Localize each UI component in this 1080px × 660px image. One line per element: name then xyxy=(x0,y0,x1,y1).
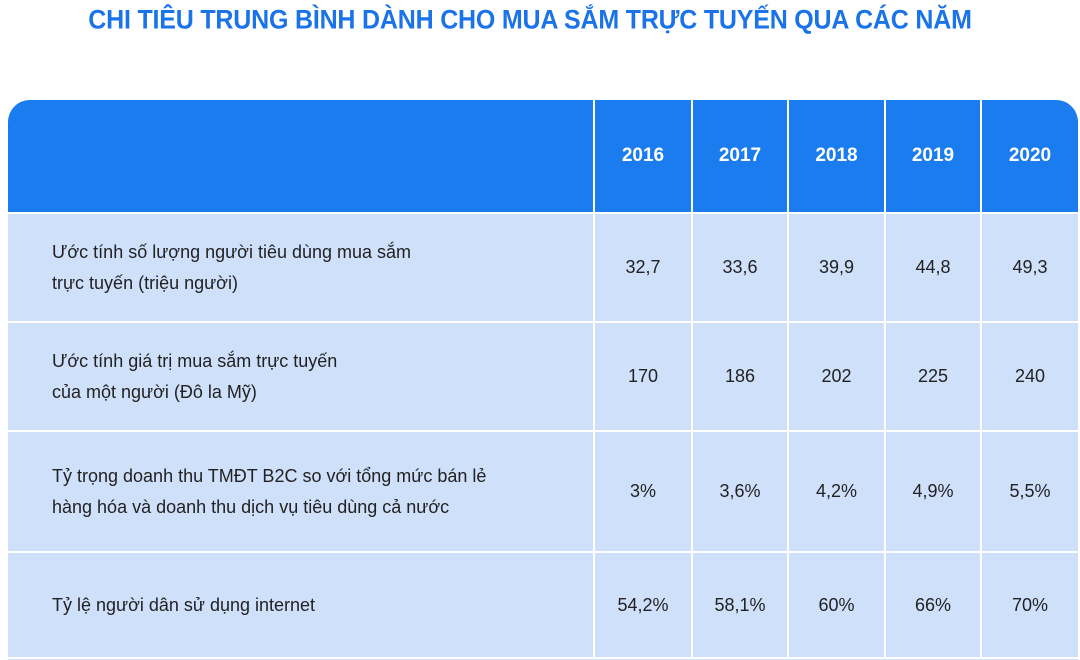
row-label: Tỷ trọng doanh thu TMĐT B2C so với tổng … xyxy=(8,430,595,553)
row-label-line: Ước tính số lượng người tiêu dùng mua sắ… xyxy=(52,241,412,262)
header-cell-2017: 2017 xyxy=(691,100,789,214)
header-cell-2016: 2016 xyxy=(593,100,693,214)
header-cell-2018: 2018 xyxy=(787,100,886,214)
table-row: Tỷ trọng doanh thu TMĐT B2C so với tổng … xyxy=(8,430,1078,553)
table-cell: 60% xyxy=(787,551,886,659)
table-cell: 240 xyxy=(980,321,1078,432)
table-cell: 70% xyxy=(980,551,1078,659)
data-table: 2016 2017 2018 2019 2020 Ước tính số lượ… xyxy=(8,100,1078,659)
table-cell: 5,5% xyxy=(980,430,1078,553)
table-cell: 4,9% xyxy=(884,430,982,553)
table-cell: 66% xyxy=(884,551,982,659)
header-row: 2016 2017 2018 2019 2020 xyxy=(8,100,1078,214)
row-label: Ước tính giá trị mua sắm trực tuyến của … xyxy=(8,321,595,432)
table-cell: 33,6 xyxy=(691,212,789,323)
table-row: Ước tính số lượng người tiêu dùng mua sắ… xyxy=(8,212,1078,323)
row-label-line: trực tuyến (triệu người) xyxy=(52,272,238,293)
table-cell: 39,9 xyxy=(787,212,886,323)
table-row: Tỷ lệ người dân sử dụng internet 54,2% 5… xyxy=(8,551,1078,659)
table-cell: 202 xyxy=(787,321,886,432)
table-cell: 3% xyxy=(593,430,693,553)
data-table-container: 2016 2017 2018 2019 2020 Ước tính số lượ… xyxy=(8,100,1078,660)
table-cell: 58,1% xyxy=(691,551,789,659)
table-cell: 170 xyxy=(593,321,693,432)
row-label-line: hàng hóa và doanh thu dịch vụ tiêu dùng … xyxy=(52,496,450,517)
row-label-line: của một người (Đô la Mỹ) xyxy=(52,381,257,402)
table-cell: 3,6% xyxy=(691,430,789,553)
table-cell: 54,2% xyxy=(593,551,693,659)
page-title: CHI TIÊU TRUNG BÌNH DÀNH CHO MUA SẮM TRỰ… xyxy=(88,4,972,36)
header-cell-2019: 2019 xyxy=(884,100,982,214)
table-cell: 186 xyxy=(691,321,789,432)
row-label-line: Ước tính giá trị mua sắm trực tuyến xyxy=(52,350,338,371)
table-cell: 4,2% xyxy=(787,430,886,553)
table-cell: 32,7 xyxy=(593,212,693,323)
table-cell: 44,8 xyxy=(884,212,982,323)
row-label: Tỷ lệ người dân sử dụng internet xyxy=(8,551,595,659)
row-label: Ước tính số lượng người tiêu dùng mua sắ… xyxy=(8,212,595,323)
table-cell: 225 xyxy=(884,321,982,432)
header-cell-2020: 2020 xyxy=(980,100,1078,214)
table-row: Ước tính giá trị mua sắm trực tuyến của … xyxy=(8,321,1078,432)
row-label-line: Tỷ lệ người dân sử dụng internet xyxy=(52,594,316,615)
row-label-line: Tỷ trọng doanh thu TMĐT B2C so với tổng … xyxy=(52,465,487,486)
table-cell: 49,3 xyxy=(980,212,1078,323)
header-cell-label xyxy=(8,100,595,214)
